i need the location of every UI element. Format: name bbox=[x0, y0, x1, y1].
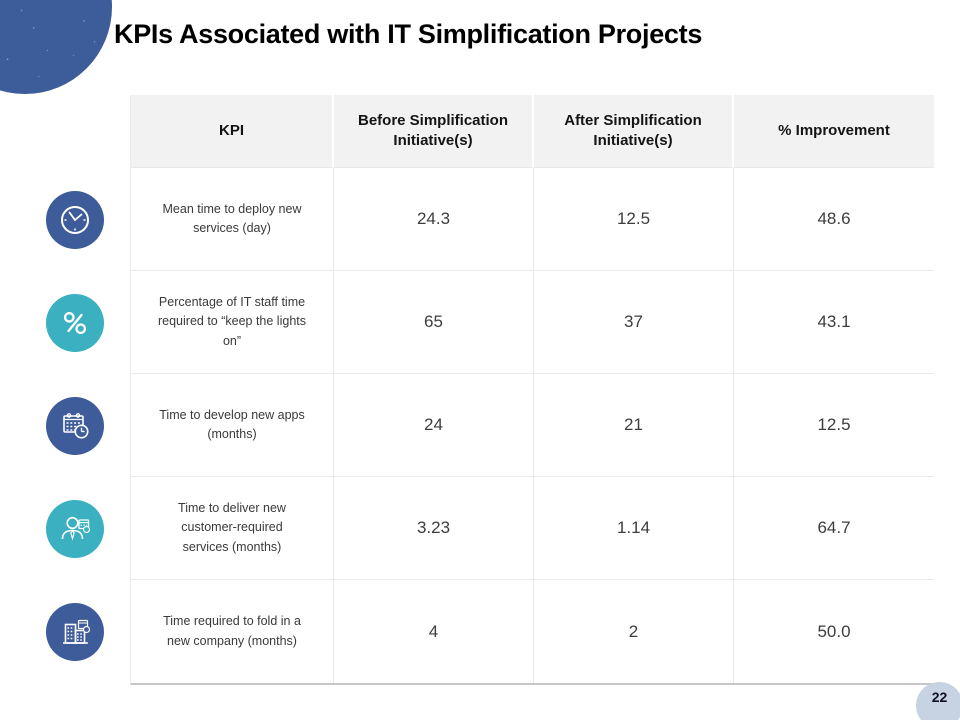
table-cell-kpi: Mean time to deploy new services (day) bbox=[131, 168, 334, 271]
table-cell-improvement: 12.5 bbox=[734, 374, 934, 477]
page-number: 22 bbox=[931, 689, 948, 705]
table-cell-after: 1.14 bbox=[534, 477, 734, 580]
calendar-clock-icon bbox=[46, 397, 104, 455]
building-schedule-icon bbox=[46, 603, 104, 661]
table-cell-before: 24 bbox=[334, 374, 534, 477]
page-number-badge: 22 bbox=[916, 682, 960, 720]
table-cell-after: 12.5 bbox=[534, 168, 734, 271]
percent-icon bbox=[46, 294, 104, 352]
table-cell-before: 3.23 bbox=[334, 477, 534, 580]
table-cell-before: 65 bbox=[334, 271, 534, 374]
table-cell-kpi: Time to develop new apps (months) bbox=[131, 374, 334, 477]
column-header-after: After Simplification Initiative(s) bbox=[534, 95, 734, 168]
table-cell-before: 4 bbox=[334, 580, 534, 683]
table-cell-kpi: Time to deliver new customer-required se… bbox=[131, 477, 334, 580]
table-cell-kpi: Percentage of IT staff time required to … bbox=[131, 271, 334, 374]
table-cell-improvement: 48.6 bbox=[734, 168, 934, 271]
table-cell-kpi: Time required to fold in a new company (… bbox=[131, 580, 334, 683]
person-schedule-icon bbox=[46, 500, 104, 558]
table-cell-improvement: 64.7 bbox=[734, 477, 934, 580]
table-cell-improvement: 43.1 bbox=[734, 271, 934, 374]
table-cell-before: 24.3 bbox=[334, 168, 534, 271]
clock-icon bbox=[46, 191, 104, 249]
table-cell-after: 37 bbox=[534, 271, 734, 374]
table-cell-after: 2 bbox=[534, 580, 734, 683]
kpi-table: KPI Before Simplification Initiative(s) … bbox=[130, 95, 934, 685]
table-cell-improvement: 50.0 bbox=[734, 580, 934, 683]
page-title: KPIs Associated with IT Simplification P… bbox=[114, 19, 703, 49]
corner-decoration-circle bbox=[0, 0, 112, 94]
column-header-kpi: KPI bbox=[131, 95, 334, 168]
table-cell-after: 21 bbox=[534, 374, 734, 477]
column-header-before: Before Simplification Initiative(s) bbox=[334, 95, 534, 168]
column-header-improvement: % Improvement bbox=[734, 95, 934, 168]
